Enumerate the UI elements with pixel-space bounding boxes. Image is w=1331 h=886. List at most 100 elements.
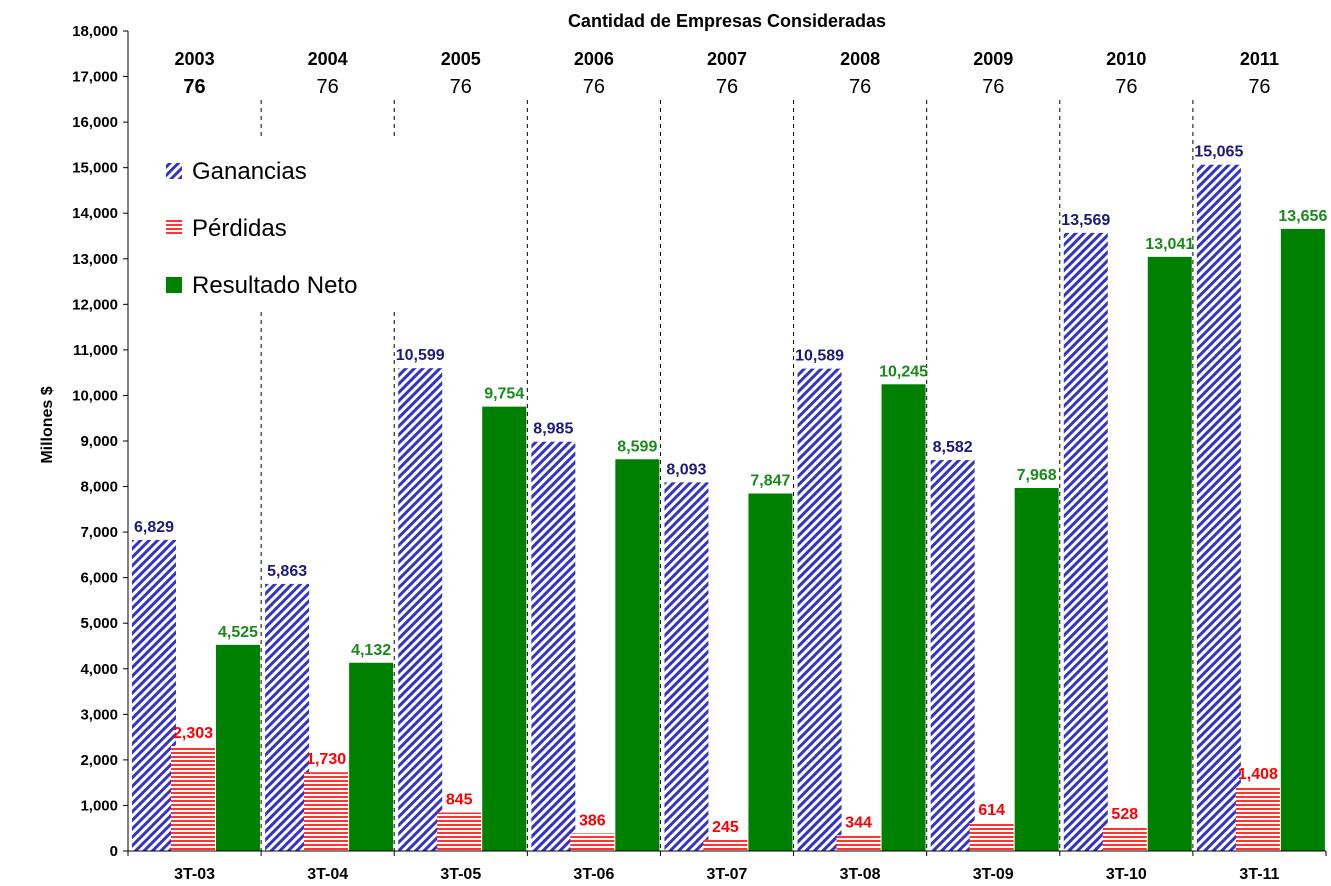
x-tick-label: 3T-09: [973, 866, 1014, 883]
bar-resultado-neto-3T-11: [1280, 228, 1325, 852]
value-label: 245: [712, 819, 739, 836]
bar-p-rdidas-3T-07: [703, 839, 748, 851]
bar-ganancias-3T-06: [531, 441, 576, 851]
x-tick-label: 3T-10: [1106, 866, 1147, 883]
x-tick-label: 3T-06: [573, 866, 614, 883]
company-count: 76: [317, 76, 339, 98]
x-tick-label: 3T-04: [307, 866, 348, 883]
value-label: 8,093: [666, 461, 706, 478]
value-label: 5,863: [267, 563, 307, 580]
legend-label: Resultado Neto: [192, 272, 357, 299]
bar-p-rdidas-3T-10: [1102, 826, 1147, 851]
y-tick-label: 11,000: [73, 342, 118, 359]
bar-ganancias-3T-05: [398, 368, 443, 851]
company-count: 76: [450, 76, 472, 98]
legend-swatch: [166, 220, 182, 236]
bar-ganancias-3T-10: [1063, 232, 1108, 851]
legend-swatch: [166, 163, 182, 179]
value-label: 10,245: [879, 363, 928, 380]
value-label: 13,569: [1061, 212, 1110, 229]
y-tick-label: 8,000: [80, 479, 118, 496]
y-tick-label: 0: [110, 843, 118, 860]
value-labels: 6,829 5,863 10,599 8,985 8,093 10,589 8,582 13,…: [134, 144, 1327, 836]
company-count: 76: [1248, 76, 1270, 98]
year-label: 2007: [707, 49, 747, 69]
company-count: 76: [982, 76, 1004, 98]
y-tick-label: 1,000: [80, 797, 118, 814]
x-tick-label: 3T-07: [707, 866, 748, 883]
value-label: 528: [1111, 806, 1138, 823]
value-label: 344: [845, 814, 872, 831]
year-label: 2003: [175, 49, 215, 69]
y-tick-label: 9,000: [80, 433, 118, 450]
year-dividers: [260, 100, 1194, 851]
value-label: 10,589: [795, 348, 844, 365]
x-tick-label: 3T-03: [174, 866, 215, 883]
bar-p-rdidas-3T-04: [304, 772, 349, 851]
y-tick-label: 14,000: [72, 205, 118, 222]
y-tick-label: 10,000: [72, 387, 118, 404]
y-tick-label: 4,000: [80, 661, 118, 678]
bar-resultado-neto-3T-06: [615, 459, 660, 851]
bar-resultado-neto-3T-04: [349, 662, 394, 851]
value-label: 13,656: [1278, 208, 1327, 225]
bar-p-rdidas-3T-11: [1235, 786, 1280, 851]
bar-ganancias-3T-08: [797, 368, 842, 851]
legend-label: Ganancias: [192, 158, 307, 185]
bar-p-rdidas-3T-09: [969, 823, 1014, 851]
bar-p-rdidas-3T-08: [836, 835, 881, 851]
value-label: 1,730: [306, 751, 346, 768]
legend-swatch: [166, 277, 182, 293]
y-tick-label: 17,000: [72, 69, 118, 86]
bar-resultado-neto-3T-08: [881, 384, 926, 851]
y-tick-label: 18,000: [72, 23, 118, 40]
y-tick-label: 2,000: [80, 752, 118, 769]
value-label: 8,985: [533, 421, 573, 438]
year-label: 2008: [840, 49, 880, 69]
bar-p-rdidas-3T-03: [171, 746, 215, 851]
value-label: 845: [446, 792, 473, 809]
bars: [132, 164, 1325, 852]
bar-ganancias-3T-11: [1196, 164, 1241, 851]
year-label: 2005: [441, 49, 481, 69]
company-count: 76: [583, 76, 605, 98]
value-label: 15,065: [1194, 144, 1243, 161]
year-label: 2010: [1106, 49, 1146, 69]
y-tick-label: 16,000: [72, 114, 118, 131]
bar-resultado-neto-3T-09: [1014, 488, 1059, 851]
x-tick-label: 3T-08: [840, 866, 881, 883]
company-count: 76: [1115, 76, 1137, 98]
value-label: 8,582: [933, 439, 973, 456]
bar-resultado-neto-3T-05: [482, 406, 527, 851]
value-label: 7,968: [1017, 467, 1057, 484]
bar-ganancias-3T-03: [132, 539, 176, 851]
axes: 0 1,000 2,000 3,000 4,000 5,000 6,000 7,000 8,00…: [72, 23, 1327, 883]
year-label: 2009: [973, 49, 1013, 69]
year-label: 2006: [574, 49, 614, 69]
y-axis-label: Millones $: [39, 386, 56, 463]
chart-title: Cantidad de Empresas Consideradas: [568, 11, 886, 31]
value-label: 386: [579, 812, 606, 829]
value-label: 10,599: [396, 347, 445, 364]
bar-resultado-neto-3T-03: [216, 644, 260, 851]
y-tick-label: 6,000: [80, 570, 118, 587]
value-label: 13,041: [1145, 236, 1194, 253]
value-label: 2,303: [173, 725, 213, 742]
y-tick-label: 3,000: [80, 706, 118, 723]
y-tick-label: 13,000: [72, 251, 118, 268]
value-label: 8,599: [617, 438, 657, 455]
bar-p-rdidas-3T-06: [570, 833, 615, 851]
x-tick-label: 3T-05: [440, 866, 481, 883]
y-tick-label: 7,000: [80, 524, 118, 541]
y-tick-label: 5,000: [80, 615, 118, 632]
company-count: 76: [716, 76, 738, 98]
value-label: 7,847: [750, 473, 790, 490]
value-label: 4,525: [218, 624, 258, 641]
company-count: 76: [849, 76, 871, 98]
y-tick-label: 12,000: [72, 296, 118, 313]
y-tick-label: 15,000: [72, 160, 118, 177]
legend-label: Pérdidas: [192, 215, 287, 242]
bar-ganancias-3T-04: [265, 583, 310, 851]
value-label: 6,829: [134, 519, 174, 536]
